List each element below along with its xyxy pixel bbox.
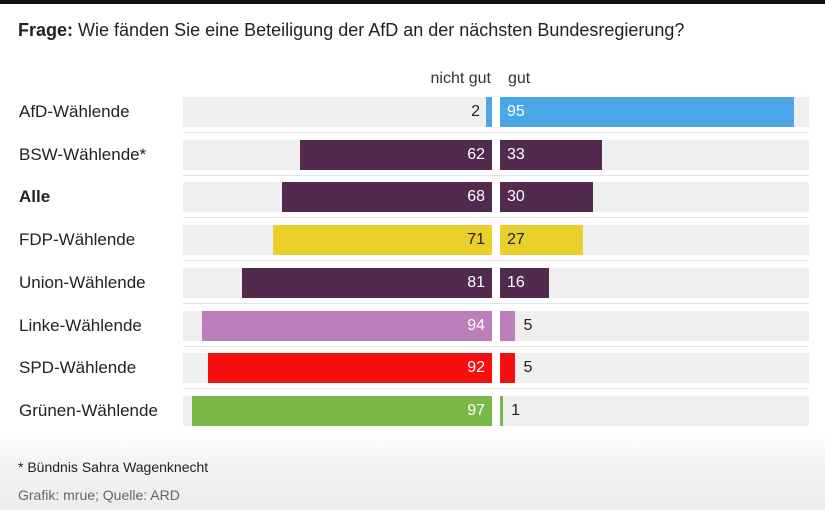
legend-nicht-gut: nicht gut	[430, 70, 491, 87]
value-gut: 5	[523, 316, 533, 334]
bar-gut	[500, 267, 550, 298]
value-nicht-gut: 68	[467, 188, 485, 206]
row-label: Linke-Wählende	[19, 315, 142, 335]
bar-nicht-gut	[281, 182, 492, 213]
track-nicht-gut: 81	[183, 267, 492, 298]
chart-row-bsw-wählende: BSW-Wählende* 62 33	[0, 136, 825, 178]
value-nicht-gut: 97	[467, 401, 485, 419]
row-label: Alle	[19, 187, 51, 207]
value-nicht-gut: 92	[467, 359, 485, 377]
row-label: Grünen-Wählende	[19, 400, 158, 420]
top-rule	[0, 0, 825, 4]
track-gut: 27	[500, 225, 809, 256]
bar-gut	[500, 139, 602, 170]
row-divider	[183, 345, 809, 347]
title-prefix: Frage:	[18, 20, 74, 40]
bar-nicht-gut	[485, 97, 492, 127]
legend-gut: gut	[508, 70, 531, 87]
bar-gut	[500, 182, 593, 213]
row-label: BSW-Wählende*	[19, 144, 147, 164]
track-nicht-gut: 2	[183, 97, 492, 127]
chart-row-spd-wählende: SPD-Wählende 92 5	[0, 349, 825, 391]
track-nicht-gut: 92	[183, 353, 492, 384]
value-gut: 33	[507, 145, 525, 163]
value-gut: 30	[507, 188, 525, 206]
track-nicht-gut: 71	[183, 225, 492, 256]
row-label: Union-Wählende	[19, 272, 146, 292]
value-nicht-gut: 2	[471, 103, 480, 120]
row-divider	[183, 174, 809, 176]
bar-nicht-gut	[207, 353, 492, 384]
row-divider	[183, 217, 809, 219]
value-nicht-gut: 94	[467, 316, 485, 334]
footer-band	[0, 430, 825, 510]
chart-row-grünen-wählende: Grünen-Wählende 97 1	[0, 392, 825, 434]
value-gut: 16	[507, 273, 525, 291]
bar-nicht-gut	[192, 395, 492, 426]
value-nicht-gut: 71	[467, 231, 485, 249]
track-nicht-gut: 97	[183, 395, 492, 426]
bar-nicht-gut	[300, 139, 492, 170]
track-nicht-gut: 94	[183, 310, 492, 341]
bar-gut	[500, 353, 516, 384]
row-divider	[183, 260, 809, 262]
row-label: SPD-Wählende	[19, 358, 137, 378]
track-nicht-gut: 62	[183, 139, 492, 170]
track-gut: 16	[500, 267, 809, 298]
bar-nicht-gut	[201, 310, 492, 341]
bar-nicht-gut	[241, 267, 492, 298]
chart-row-alle: Alle 68 30	[0, 178, 825, 220]
track-gut: 1	[500, 395, 809, 426]
chart-title: Frage: Wie fänden Sie eine Beteiligung d…	[18, 20, 684, 41]
track-gut: 95	[500, 97, 809, 127]
value-nicht-gut: 81	[467, 273, 485, 291]
chart-row-union-wählende: Union-Wählende 81 16	[0, 264, 825, 306]
value-gut: 27	[507, 231, 525, 249]
value-nicht-gut: 62	[467, 145, 485, 163]
value-gut: 5	[523, 359, 533, 377]
chart-row-linke-wählende: Linke-Wählende 94 5	[0, 307, 825, 349]
row-divider	[183, 388, 809, 390]
bar-gut	[500, 225, 584, 256]
chart-row-fdp-wählende: FDP-Wählende 71 27	[0, 221, 825, 263]
row-label: FDP-Wählende	[19, 230, 136, 250]
row-divider	[183, 302, 809, 304]
row-divider	[183, 132, 809, 133]
value-gut: 95	[507, 103, 525, 120]
chart-row-afd-wählende: AfD-Wählende 2 95	[0, 93, 825, 135]
source-credit: Grafik: mrue; Quelle: ARD	[18, 487, 180, 503]
track-gut: 33	[500, 139, 809, 170]
bar-gut	[500, 395, 504, 426]
track-gut: 5	[500, 310, 809, 341]
bar-nicht-gut	[272, 225, 492, 256]
title-text: Wie fänden Sie eine Beteiligung der AfD …	[78, 20, 685, 40]
track-gut: 5	[500, 353, 809, 384]
track-gut: 30	[500, 182, 809, 213]
value-gut: 1	[511, 401, 520, 419]
footnote: * Bündnis Sahra Wagenknecht	[18, 459, 209, 475]
bar-gut	[500, 97, 794, 127]
track-nicht-gut: 68	[183, 182, 492, 213]
bar-gut	[500, 310, 516, 341]
row-label: AfD-Wählende	[19, 102, 130, 121]
